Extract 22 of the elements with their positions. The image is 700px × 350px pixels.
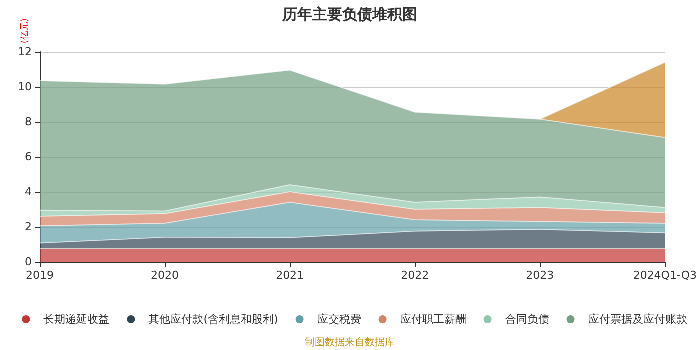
x-tick-label: 2021: [276, 269, 304, 282]
legend-label: 应付职工薪酬: [400, 313, 466, 326]
x-tick-label: 2020: [151, 269, 180, 282]
y-tick-label: 8: [25, 116, 32, 128]
y-axis-title: (亿元): [20, 18, 30, 44]
y-tick-label: 2: [25, 220, 32, 234]
legend-label: 其他应付款(含利息和股利): [148, 313, 278, 326]
y-tick-label: 4: [25, 186, 32, 198]
x-tick-label: 2023: [526, 269, 554, 282]
legend-label: 合同负债: [505, 313, 550, 326]
x-tick-label: 2024Q1-Q3: [633, 269, 698, 282]
y-tick-label: 12: [18, 46, 32, 58]
chart-title: 历年主要负债堆积图: [282, 6, 418, 24]
y-tick-label: 6: [25, 150, 32, 164]
x-tick-label: 2019: [26, 269, 54, 282]
text: 制图数据来自数据库: [305, 336, 395, 348]
x-tick-label: 2022: [401, 269, 430, 282]
legend-label: 长期递延收益: [44, 313, 110, 326]
y-tick-label: 0: [25, 256, 32, 268]
legend-label: 应交税费: [317, 313, 362, 326]
y-tick-label: 10: [18, 80, 32, 94]
legend-label: 应付票据及应付账款: [588, 313, 688, 326]
